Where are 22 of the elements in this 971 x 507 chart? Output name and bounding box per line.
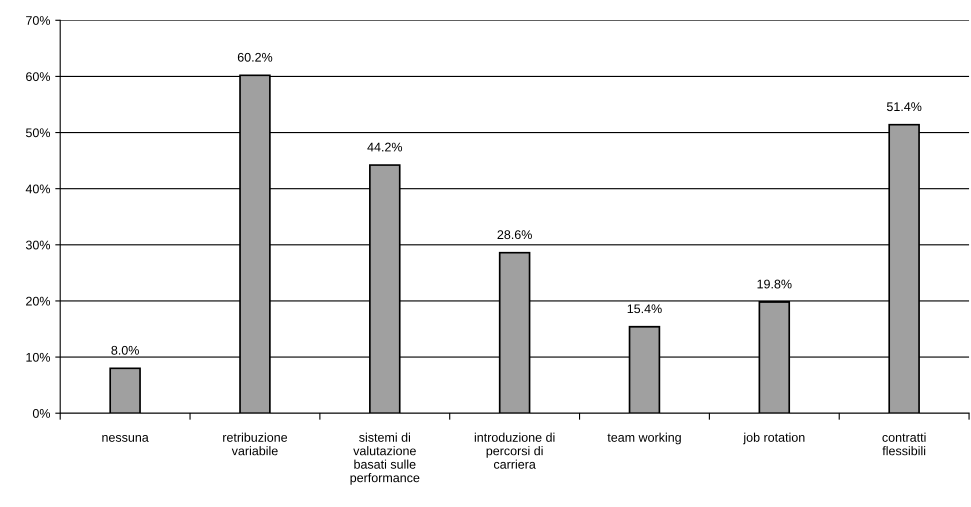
x-tick-label: job rotation (743, 432, 804, 444)
y-tick-label: 20% (26, 296, 50, 306)
x-tick-label: contratti flessibili (882, 432, 926, 456)
y-tick-label: 50% (26, 128, 50, 138)
data-label: 19.8% (758, 280, 792, 288)
x-tick-label: nessuna (102, 434, 149, 442)
y-tick-label: 40% (26, 184, 50, 194)
y-tick-label: 60% (26, 72, 50, 82)
data-label: 44.2% (367, 142, 402, 152)
x-tick-label: introduzione di percorsi di carriera (474, 432, 554, 469)
x-tick-label: retribuzione variabile (223, 432, 288, 456)
data-label: 51.4% (886, 102, 922, 112)
y-tick-label: 10% (26, 352, 50, 362)
data-label: 8.0% (111, 346, 139, 355)
data-label: 60.2% (238, 52, 272, 62)
y-tick-label: 0% (32, 409, 50, 418)
data-label: 28.6% (498, 230, 532, 240)
x-tick-label: sistemi di valutazione basati sulle performance (350, 432, 420, 485)
y-tick-label: 70% (26, 16, 50, 25)
x-tick-label: team working (607, 432, 681, 444)
data-label: 15.4% (628, 304, 662, 314)
y-tick-label: 30% (26, 240, 50, 250)
